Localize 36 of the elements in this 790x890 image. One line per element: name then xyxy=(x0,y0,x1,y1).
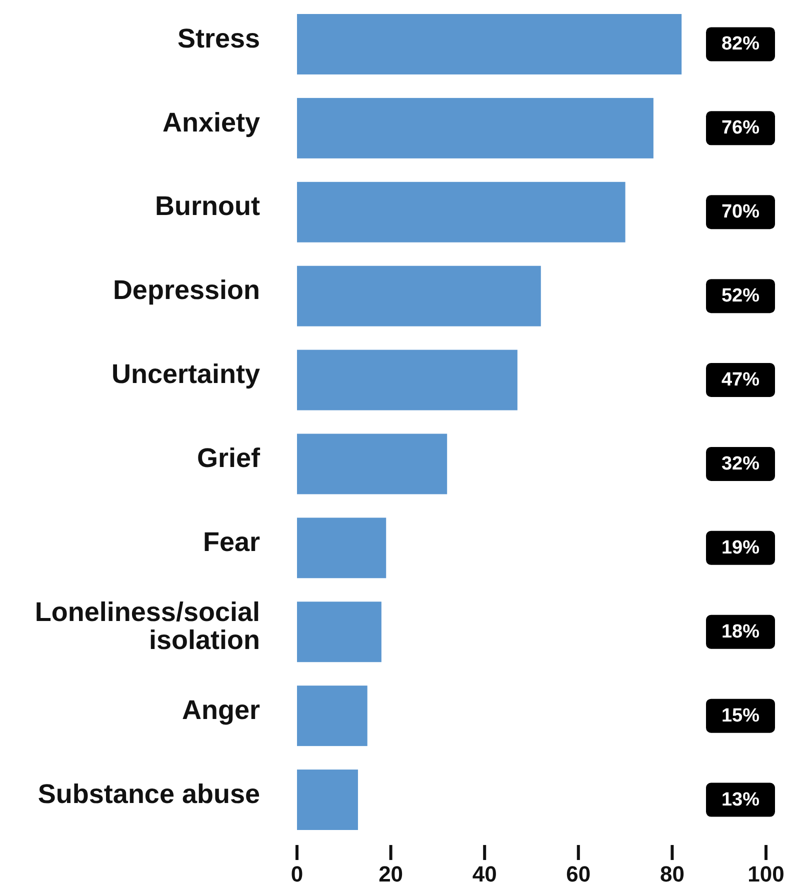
data-label: 76% xyxy=(721,118,760,139)
bar xyxy=(297,266,541,326)
y-tick-label: Anxiety xyxy=(162,107,260,138)
x-tick-label: 100 xyxy=(748,862,784,887)
data-label: 52% xyxy=(721,286,760,307)
bar xyxy=(297,14,682,74)
x-tick-label: 20 xyxy=(378,862,404,887)
data-label: 32% xyxy=(721,453,760,474)
y-tick-label: Stress xyxy=(177,23,260,54)
data-label: 15% xyxy=(721,705,760,726)
y-tick-label: Loneliness/social isolation xyxy=(34,597,260,655)
bar xyxy=(297,350,518,410)
y-tick-label: Grief xyxy=(196,443,261,474)
bar xyxy=(297,98,654,158)
bar xyxy=(297,518,386,578)
data-label: 18% xyxy=(721,621,760,642)
data-label: 70% xyxy=(721,202,760,223)
y-tick-label: Burnout xyxy=(155,191,260,222)
data-label: 13% xyxy=(721,789,760,810)
bar xyxy=(297,434,448,494)
x-tick-label: 0 xyxy=(290,862,304,887)
x-tick-label: 60 xyxy=(566,862,591,887)
y-tick-label: Anger xyxy=(182,694,260,725)
y-tick-label: Uncertainty xyxy=(111,359,260,390)
y-tick-label: Substance abuse xyxy=(38,778,260,809)
bar xyxy=(297,686,368,746)
y-tick-label: Fear xyxy=(202,527,260,558)
x-tick-label: 40 xyxy=(472,862,497,887)
y-tick-label: Depression xyxy=(112,275,260,306)
bar xyxy=(297,182,626,242)
bar xyxy=(297,770,358,830)
data-label: 19% xyxy=(721,537,760,558)
x-tick-label: 80 xyxy=(660,862,684,887)
data-label: 47% xyxy=(721,370,760,391)
data-label: 82% xyxy=(721,34,760,55)
bar xyxy=(297,602,382,662)
